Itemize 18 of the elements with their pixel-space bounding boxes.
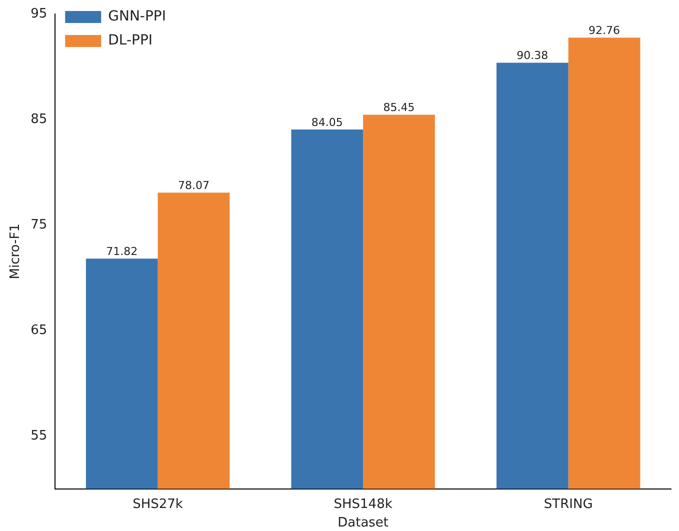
legend-label: GNN-PPI [108,8,166,25]
y-tick-label: 75 [30,217,48,232]
y-tick-label: 55 [30,428,48,444]
y-tick-label: 95 [30,6,48,22]
data-label: 84.05 [311,116,343,129]
data-label: 78.07 [178,178,210,192]
x-tick-label: SHS27k [132,496,184,512]
data-label: 90.38 [516,49,548,62]
data-label: 92.76 [588,24,620,37]
y-axis-title: Micro-F1 [8,224,24,280]
legend-label: DL-PPI [108,32,153,49]
x-axis-title: Dataset [338,516,389,531]
data-label: 85.45 [383,101,415,114]
x-tick-label: STRING [544,496,593,512]
y-tick-label: 85 [30,112,48,127]
data-label: 71.82 [106,244,138,258]
y-tick-label: 65 [30,322,48,338]
x-tick-label: SHS148k [334,496,393,512]
